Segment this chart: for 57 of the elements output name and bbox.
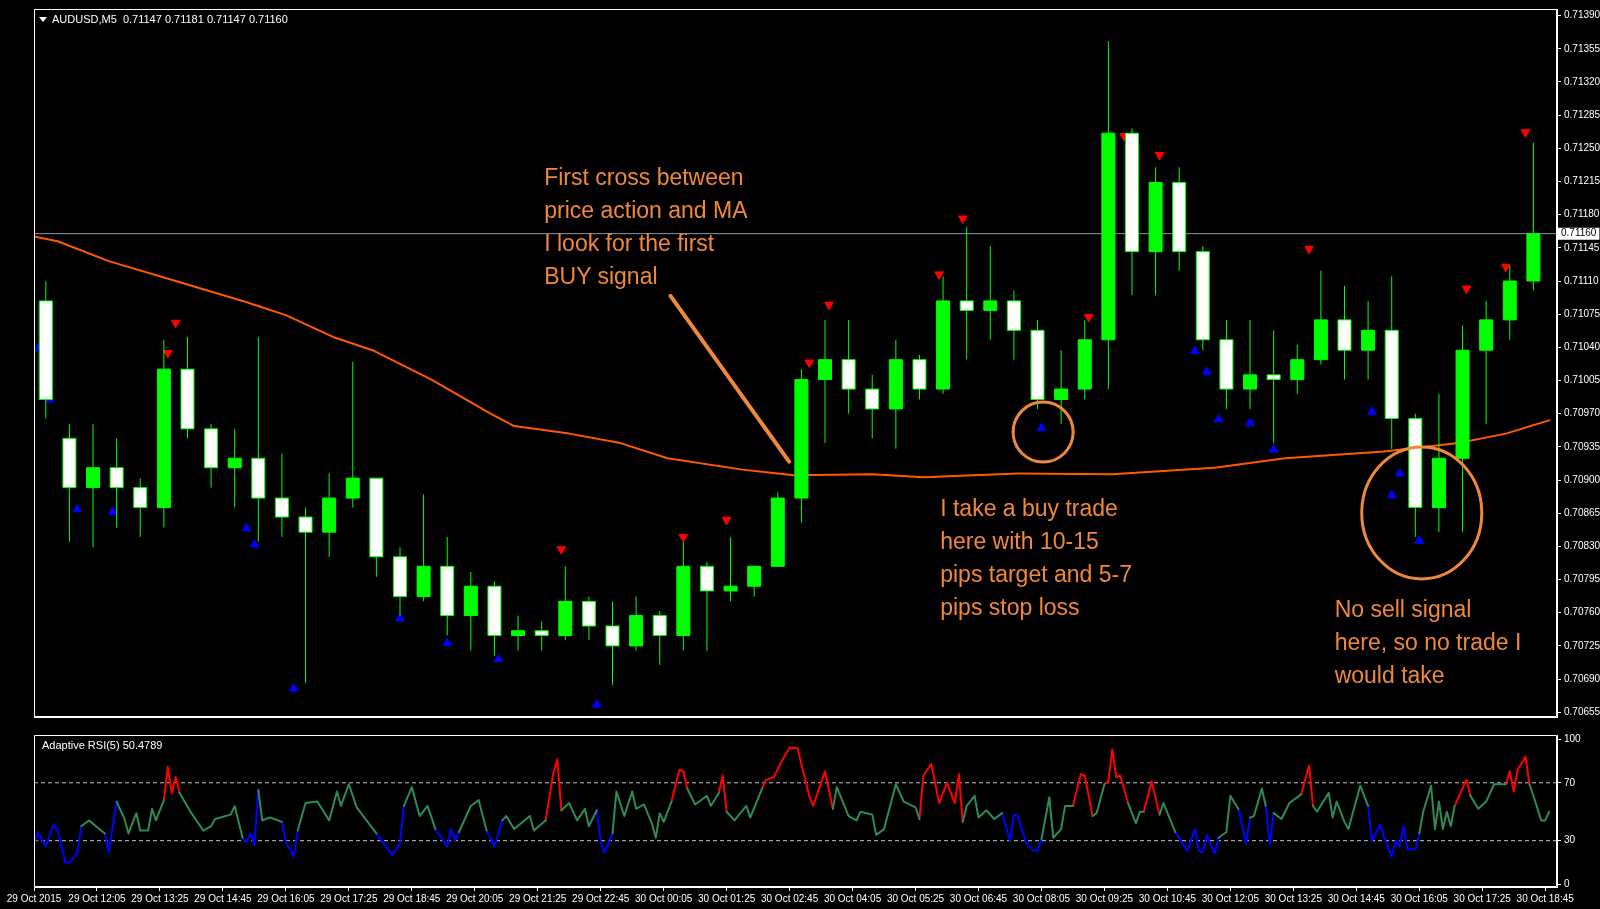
x-tick-label: 29 Oct 21:25 — [509, 892, 567, 904]
y-tick-label: 0.71215 — [1564, 175, 1600, 187]
x-tick-label: 29 Oct 14:45 — [194, 892, 252, 904]
y-tick-label: 0.70830 — [1564, 540, 1600, 552]
y-tick-label: 0.70935 — [1564, 440, 1600, 452]
x-tick-label: 29 Oct 22:45 — [572, 892, 630, 904]
y-tick-label: 0.71320 — [1564, 75, 1600, 87]
y-tick-label: 0 — [1564, 877, 1570, 889]
y-tick-label: 0.71040 — [1564, 341, 1600, 353]
x-tick-label: 29 Oct 12:05 — [68, 892, 127, 904]
ref-line-label: 0.71160 — [1561, 227, 1597, 239]
y-tick-label: 0.70760 — [1564, 606, 1600, 618]
x-tick-label: 30 Oct 00:05 — [635, 892, 693, 904]
annotation: I take a buy trade here with 10-15 pips target and 5-7 pips stop loss — [940, 495, 1132, 621]
x-tick-label: 29 Oct 13:25 — [131, 892, 189, 904]
y-tick-label: 0.70970 — [1564, 407, 1600, 419]
annotation: No sell signal here, so no trade I would take — [1333, 595, 1522, 688]
x-tick-label: 30 Oct 05:25 — [886, 892, 945, 904]
x-tick-label: 30 Oct 06:45 — [949, 892, 1008, 904]
chart-title: Adaptive RSI(5) 50.4789 — [42, 739, 163, 752]
annotation: First cross between price action and MA I look for the first BUY signal — [544, 163, 749, 289]
x-tick-label: 30 Oct 08:05 — [1012, 892, 1071, 904]
y-tick-label: 0.70795 — [1564, 573, 1600, 585]
y-tick-label: 0.70655 — [1564, 706, 1600, 718]
x-tick-label: 30 Oct 02:45 — [760, 892, 819, 904]
y-tick-label: 0.71250 — [1564, 142, 1600, 154]
x-tick-label: 30 Oct 18:45 — [1516, 892, 1575, 904]
y-tick-label: 0.70865 — [1564, 506, 1600, 518]
y-tick-label: 30 — [1564, 834, 1576, 846]
y-tick-label: 0.71145 — [1564, 241, 1600, 253]
x-tick-label: 29 Oct 16:05 — [257, 892, 315, 904]
x-tick-label: 30 Oct 01:25 — [698, 892, 756, 904]
y-tick-label: 0.70900 — [1564, 473, 1600, 485]
x-tick-label: 29 Oct 20:05 — [446, 892, 504, 904]
y-tick-label: 0.71355 — [1564, 42, 1600, 54]
y-tick-label: 0.71285 — [1564, 108, 1600, 120]
x-tick-label: 30 Oct 13:25 — [1264, 892, 1323, 904]
x-tick-label: 30 Oct 14:45 — [1327, 892, 1386, 904]
x-tick-label: 30 Oct 12:05 — [1201, 892, 1260, 904]
y-tick-label: 0.71110 — [1564, 274, 1600, 286]
x-tick-label: 30 Oct 04:05 — [823, 892, 882, 904]
x-tick-label: 30 Oct 10:45 — [1138, 892, 1197, 904]
y-tick-label: 0.71180 — [1564, 208, 1600, 220]
y-tick-label: 0.70725 — [1564, 639, 1600, 651]
y-tick-label: 100 — [1564, 733, 1582, 745]
chart-title: AUDUSD,M5 0.71147 0.71181 0.71147 0.71160 — [52, 13, 288, 26]
x-tick-label: 30 Oct 16:05 — [1390, 892, 1449, 904]
x-tick-label: 30 Oct 17:25 — [1453, 892, 1512, 904]
y-tick-label: 70 — [1564, 776, 1576, 788]
y-tick-label: 0.71075 — [1564, 307, 1600, 319]
x-tick-label: 29 Oct 2015 — [6, 892, 62, 904]
y-tick-label: 0.70690 — [1564, 672, 1600, 684]
x-tick-label: 29 Oct 17:25 — [320, 892, 378, 904]
y-tick-label: 0.71390 — [1564, 9, 1600, 21]
x-tick-label: 30 Oct 09:25 — [1075, 892, 1134, 904]
x-tick-label: 29 Oct 18:45 — [383, 892, 441, 904]
y-tick-label: 0.71005 — [1564, 374, 1600, 386]
